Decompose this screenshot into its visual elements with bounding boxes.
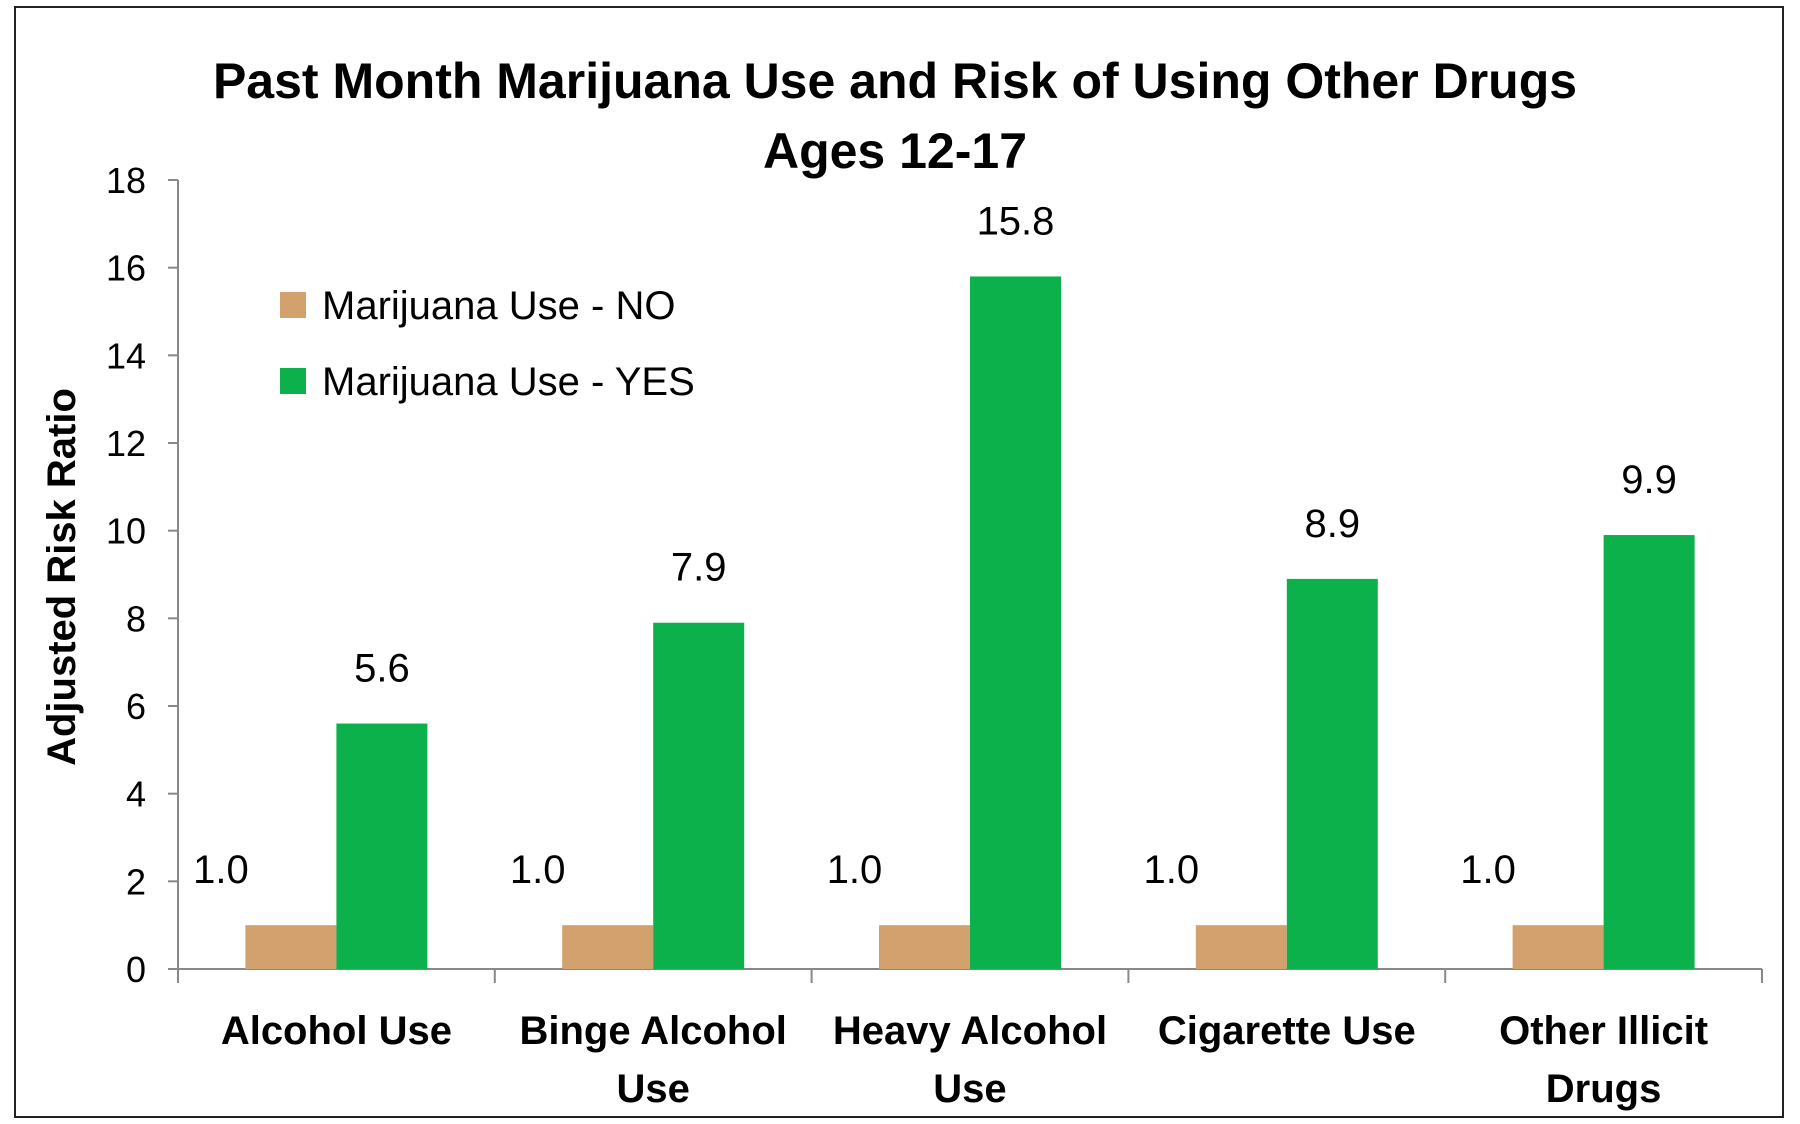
legend-label: Marijuana Use - NO: [322, 284, 675, 328]
y-tick-label: 2: [126, 861, 146, 902]
x-category-label: Binge Alcohol: [519, 1009, 786, 1053]
bar: [1603, 535, 1695, 969]
bar: [336, 723, 428, 969]
data-label: 5.6: [354, 647, 410, 691]
data-label: 1.0: [193, 848, 249, 892]
data-label: 8.9: [1304, 502, 1360, 546]
bars: [245, 276, 1695, 969]
bar: [1195, 925, 1287, 969]
x-category-label: Alcohol Use: [221, 1009, 452, 1053]
legend-label: Marijuana Use - YES: [322, 360, 695, 404]
data-label: 15.8: [977, 199, 1055, 243]
y-tick-label: 6: [126, 686, 146, 727]
x-category-label: Other Illicit: [1499, 1009, 1708, 1053]
legend: Marijuana Use - NO Marijuana Use - YES: [280, 284, 695, 404]
bar: [653, 622, 745, 969]
y-tick-label: 0: [126, 949, 146, 990]
bar: [1286, 578, 1378, 969]
x-category-label: Use: [617, 1067, 690, 1111]
y-tick-label: 4: [126, 774, 146, 815]
data-label: 1.0: [1460, 848, 1516, 892]
bar: [1512, 925, 1604, 969]
y-tick-label: 8: [126, 598, 146, 639]
y-tick-label: 18: [106, 160, 146, 201]
x-category-label: Drugs: [1546, 1067, 1662, 1111]
data-label: 1.0: [1143, 848, 1199, 892]
data-label: 7.9: [671, 546, 727, 590]
bar: [245, 925, 337, 969]
x-category-label: Use: [933, 1067, 1006, 1111]
chart-subtitle: Ages 12-17: [763, 123, 1027, 179]
bar: [970, 276, 1061, 969]
legend-swatch: [280, 292, 306, 318]
y-tick-label: 12: [106, 423, 146, 464]
data-label: 1.0: [510, 848, 566, 892]
x-category-label: Heavy Alcohol: [833, 1009, 1107, 1053]
legend-swatch: [280, 368, 306, 394]
chart-title: Past Month Marijuana Use and Risk of Usi…: [213, 53, 1577, 109]
y-tick-label: 14: [106, 335, 146, 376]
y-tick-label: 10: [106, 511, 146, 552]
axes: 0 2 4 6 8 10 12 14 16 18 Alcohol Use Binge Alcohol U…: [106, 160, 1763, 1111]
data-label: 9.9: [1621, 458, 1677, 502]
bar: [562, 925, 654, 969]
y-tick-label: 16: [106, 248, 146, 289]
data-labels: 1.0 1.0 1.0 1.0 1.0 5.6 7.9 15.8 8.9 9.9: [193, 199, 1677, 892]
x-category-label: Cigarette Use: [1158, 1009, 1416, 1053]
bar: [879, 925, 970, 969]
data-label: 1.0: [827, 848, 883, 892]
y-axis-label: Adjusted Risk Ratio: [40, 388, 84, 766]
